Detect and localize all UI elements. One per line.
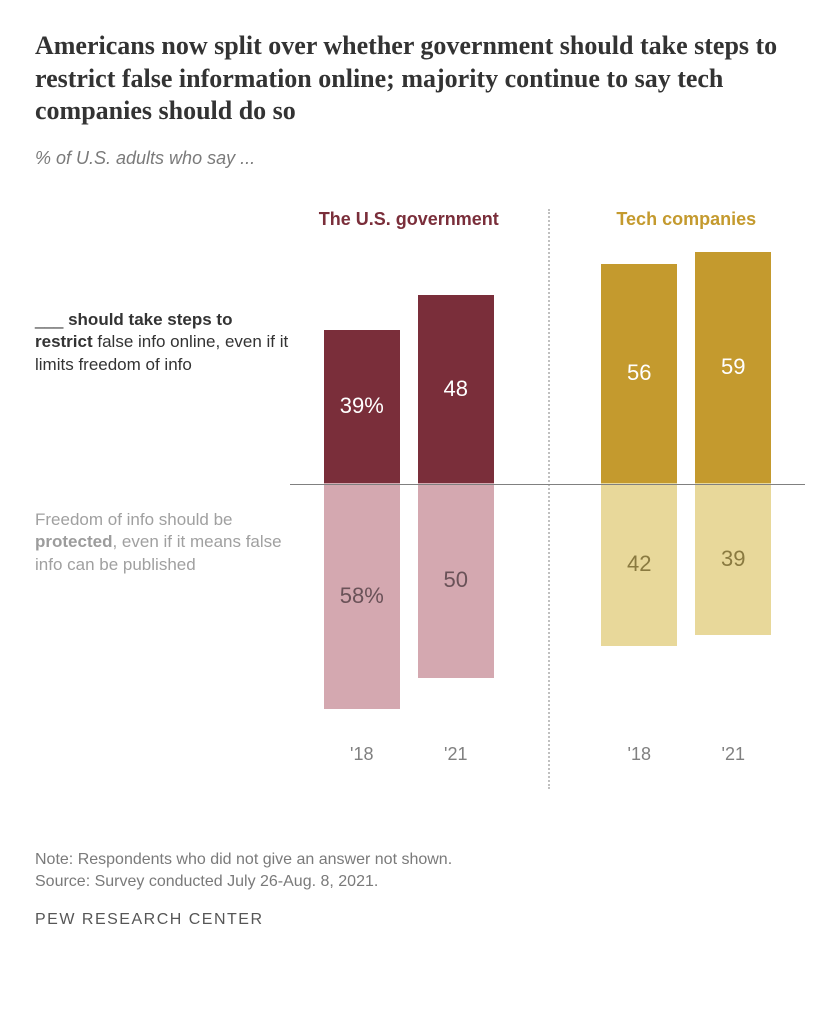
tech-2021-protect: 39 — [695, 483, 771, 635]
baseline — [290, 484, 805, 485]
header-government: The U.S. government — [290, 204, 528, 230]
gov-bar-2021: 48 50 '21 — [418, 245, 494, 805]
gov-2021-protect: 50 — [418, 483, 494, 678]
tech-bar-2018: 56 42 '18 — [601, 245, 677, 805]
label-restrict: ___ should take steps to restrict false … — [35, 309, 290, 378]
bars-government: 39% 58% '18 48 50 '21 — [290, 245, 528, 805]
gov-bar-2018: 39% 58% '18 — [324, 245, 400, 805]
footer: Note: Respondents who did not give an an… — [35, 849, 805, 930]
group-government: The U.S. government 39% 58% '18 48 50 '2… — [290, 204, 528, 844]
bars-tech: 56 42 '18 59 39 '21 — [568, 245, 806, 805]
note-text: Note: Respondents who did not give an an… — [35, 849, 805, 871]
chart-area: ___ should take steps to restrict false … — [35, 204, 805, 844]
axis-labels: ___ should take steps to restrict false … — [35, 204, 290, 844]
label-protect: Freedom of info should be protected, eve… — [35, 509, 290, 578]
source-text: Source: Survey conducted July 26-Aug. 8,… — [35, 871, 805, 893]
tech-2021-restrict: 59 — [695, 252, 771, 482]
brand-text: PEW RESEARCH CENTER — [35, 911, 805, 929]
year-gov-2021: '21 — [444, 744, 467, 765]
chart-title: Americans now split over whether governm… — [35, 30, 805, 128]
gov-2021-restrict: 48 — [418, 295, 494, 482]
gov-2018-restrict: 39% — [324, 330, 400, 482]
group-tech: Tech companies 56 42 '18 59 39 '21 — [568, 204, 806, 844]
charts-columns: The U.S. government 39% 58% '18 48 50 '2… — [290, 204, 805, 844]
tech-2018-restrict: 56 — [601, 264, 677, 482]
header-tech: Tech companies — [568, 204, 806, 230]
gov-2018-protect: 58% — [324, 483, 400, 709]
tech-bar-2021: 59 39 '21 — [695, 245, 771, 805]
year-tech-2018: '18 — [628, 744, 651, 765]
chart-subtitle: % of U.S. adults who say ... — [35, 148, 805, 169]
year-gov-2018: '18 — [350, 744, 373, 765]
year-tech-2021: '21 — [722, 744, 745, 765]
tech-2018-protect: 42 — [601, 483, 677, 647]
